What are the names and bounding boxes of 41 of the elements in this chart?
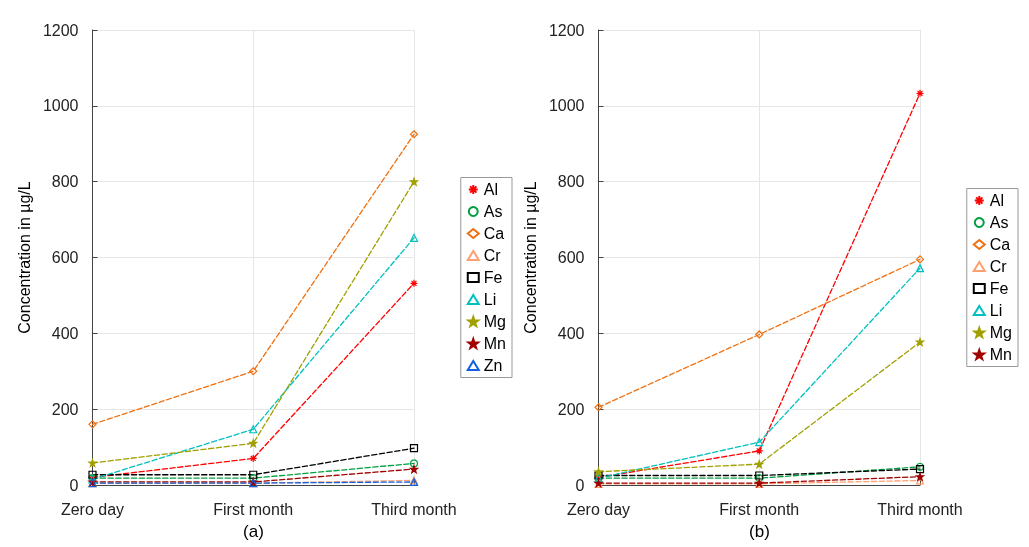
x-tick-label: Zero day <box>60 500 125 518</box>
legend-label: Cr <box>989 258 1008 275</box>
y-tick-label: 600 <box>51 249 79 266</box>
legend-label: Ca <box>483 225 505 242</box>
y-axis-title: Concentration in µg/L <box>15 181 33 334</box>
legend-label: Al <box>483 181 499 198</box>
legend-label: Ca <box>989 236 1011 253</box>
legend-label: Cr <box>483 247 502 264</box>
y-tick-label: 200 <box>51 400 79 418</box>
text: (b) <box>749 522 770 541</box>
legend-label: Li <box>989 302 1003 319</box>
y-tick-label: 200 <box>557 400 585 418</box>
legend-label: Mg <box>483 313 507 330</box>
legend-label: Fe <box>483 269 503 286</box>
y-tick-label: 0 <box>69 476 79 494</box>
x-tick-label: Third month <box>877 500 963 518</box>
y-tick-label: 1200 <box>548 21 585 39</box>
legend-label: Mn <box>483 335 507 352</box>
x-tick-label: First month <box>719 500 800 518</box>
y-tick-label: 1000 <box>42 97 79 115</box>
y-tick-label: 800 <box>51 173 79 191</box>
y-tick-label: 600 <box>557 249 585 266</box>
legend-label: As <box>989 214 1009 231</box>
legend-label: Zn <box>483 357 503 374</box>
y-tick-label: 0 <box>575 476 585 494</box>
y-tick-label: 1000 <box>548 97 585 115</box>
y-tick-label: 400 <box>51 324 79 342</box>
x-tick-label: Zero day <box>566 500 631 518</box>
text: (a) <box>243 522 264 541</box>
y-tick-label: 1200 <box>42 21 79 39</box>
legend-label: Li <box>483 291 497 308</box>
y-axis-title: Concentration in µg/L <box>521 181 539 334</box>
x-tick-label: First month <box>213 500 294 518</box>
legend-label: Al <box>989 192 1005 209</box>
legend-label: As <box>483 203 503 220</box>
y-tick-label: 400 <box>557 324 585 342</box>
legend-label: Mg <box>989 324 1013 341</box>
legend-label: Fe <box>989 280 1009 297</box>
x-tick-label: Third month <box>371 500 457 518</box>
legend-label: Mn <box>989 346 1013 363</box>
y-tick-label: 800 <box>557 173 585 191</box>
